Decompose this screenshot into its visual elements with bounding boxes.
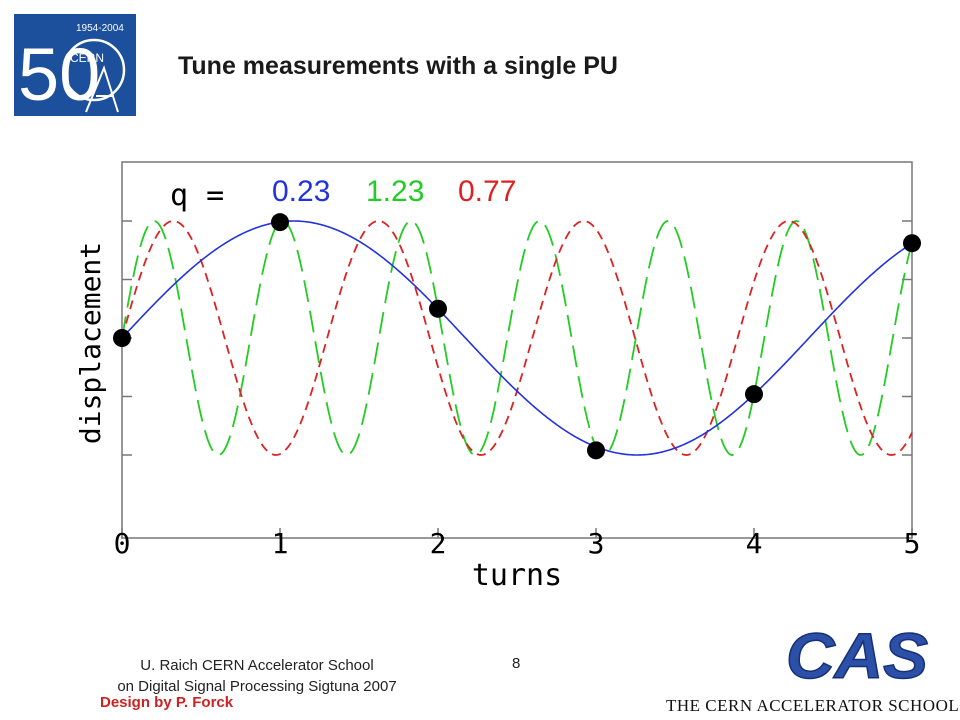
x-tick-label-4: 4 bbox=[746, 527, 763, 560]
y-axis-ticks bbox=[122, 220, 912, 456]
x-tick-label-1: 1 bbox=[272, 527, 289, 560]
sample-point-5 bbox=[903, 234, 921, 253]
legend-series-1: 1.23 bbox=[366, 175, 424, 208]
page-number: 8 bbox=[512, 655, 521, 672]
legend-series-2: 0.77 bbox=[458, 175, 516, 208]
sample-point-3 bbox=[587, 441, 605, 460]
logo-fifty: 50 bbox=[18, 33, 100, 116]
sample-points bbox=[113, 213, 921, 460]
logo-swoosh bbox=[85, 65, 119, 113]
x-axis-label: turns bbox=[472, 558, 562, 593]
y-axis-label: displacement bbox=[74, 242, 107, 444]
logo-org: CERN bbox=[70, 51, 104, 65]
footer-author-line2: on Digital Signal Processing Sigtuna 200… bbox=[117, 678, 397, 695]
x-axis-ticks: 0 1 2 3 4 5 bbox=[114, 527, 921, 560]
x-tick-label-5: 5 bbox=[904, 527, 921, 560]
cas-logo: CAS bbox=[785, 622, 929, 688]
sample-point-0 bbox=[113, 329, 131, 347]
plot-frame bbox=[121, 161, 913, 539]
series-line-2 bbox=[121, 220, 913, 456]
legend-prefix: q = bbox=[170, 178, 224, 213]
logo-ring bbox=[62, 38, 126, 102]
footer-author-line1: U. Raich CERN Accelerator School bbox=[140, 657, 374, 674]
series-lines bbox=[121, 220, 913, 456]
footer-author: U. Raich CERN Accelerator School on Digi… bbox=[72, 655, 442, 697]
x-tick-label-2: 2 bbox=[430, 527, 447, 560]
x-tick-label-0: 0 bbox=[114, 527, 131, 560]
sample-point-2 bbox=[429, 299, 447, 318]
sample-point-1 bbox=[271, 213, 289, 232]
series-line-0 bbox=[121, 220, 913, 456]
cas-caption: THE CERN ACCELERATOR SCHOOL bbox=[666, 696, 960, 715]
legend-series-0: 0.23 bbox=[272, 175, 330, 208]
series-line-1 bbox=[121, 220, 913, 456]
cern-50-logo: 1954-2004 50 CERN bbox=[14, 14, 136, 116]
design-credit: Design by P. Forck bbox=[100, 694, 234, 711]
slide-title: Tune measurements with a single PU bbox=[178, 52, 618, 80]
cas-wordmark: CAS bbox=[786, 622, 928, 688]
logo-years: 1954-2004 bbox=[76, 23, 124, 34]
sample-point-4 bbox=[745, 385, 763, 404]
x-tick-label-3: 3 bbox=[588, 527, 605, 560]
